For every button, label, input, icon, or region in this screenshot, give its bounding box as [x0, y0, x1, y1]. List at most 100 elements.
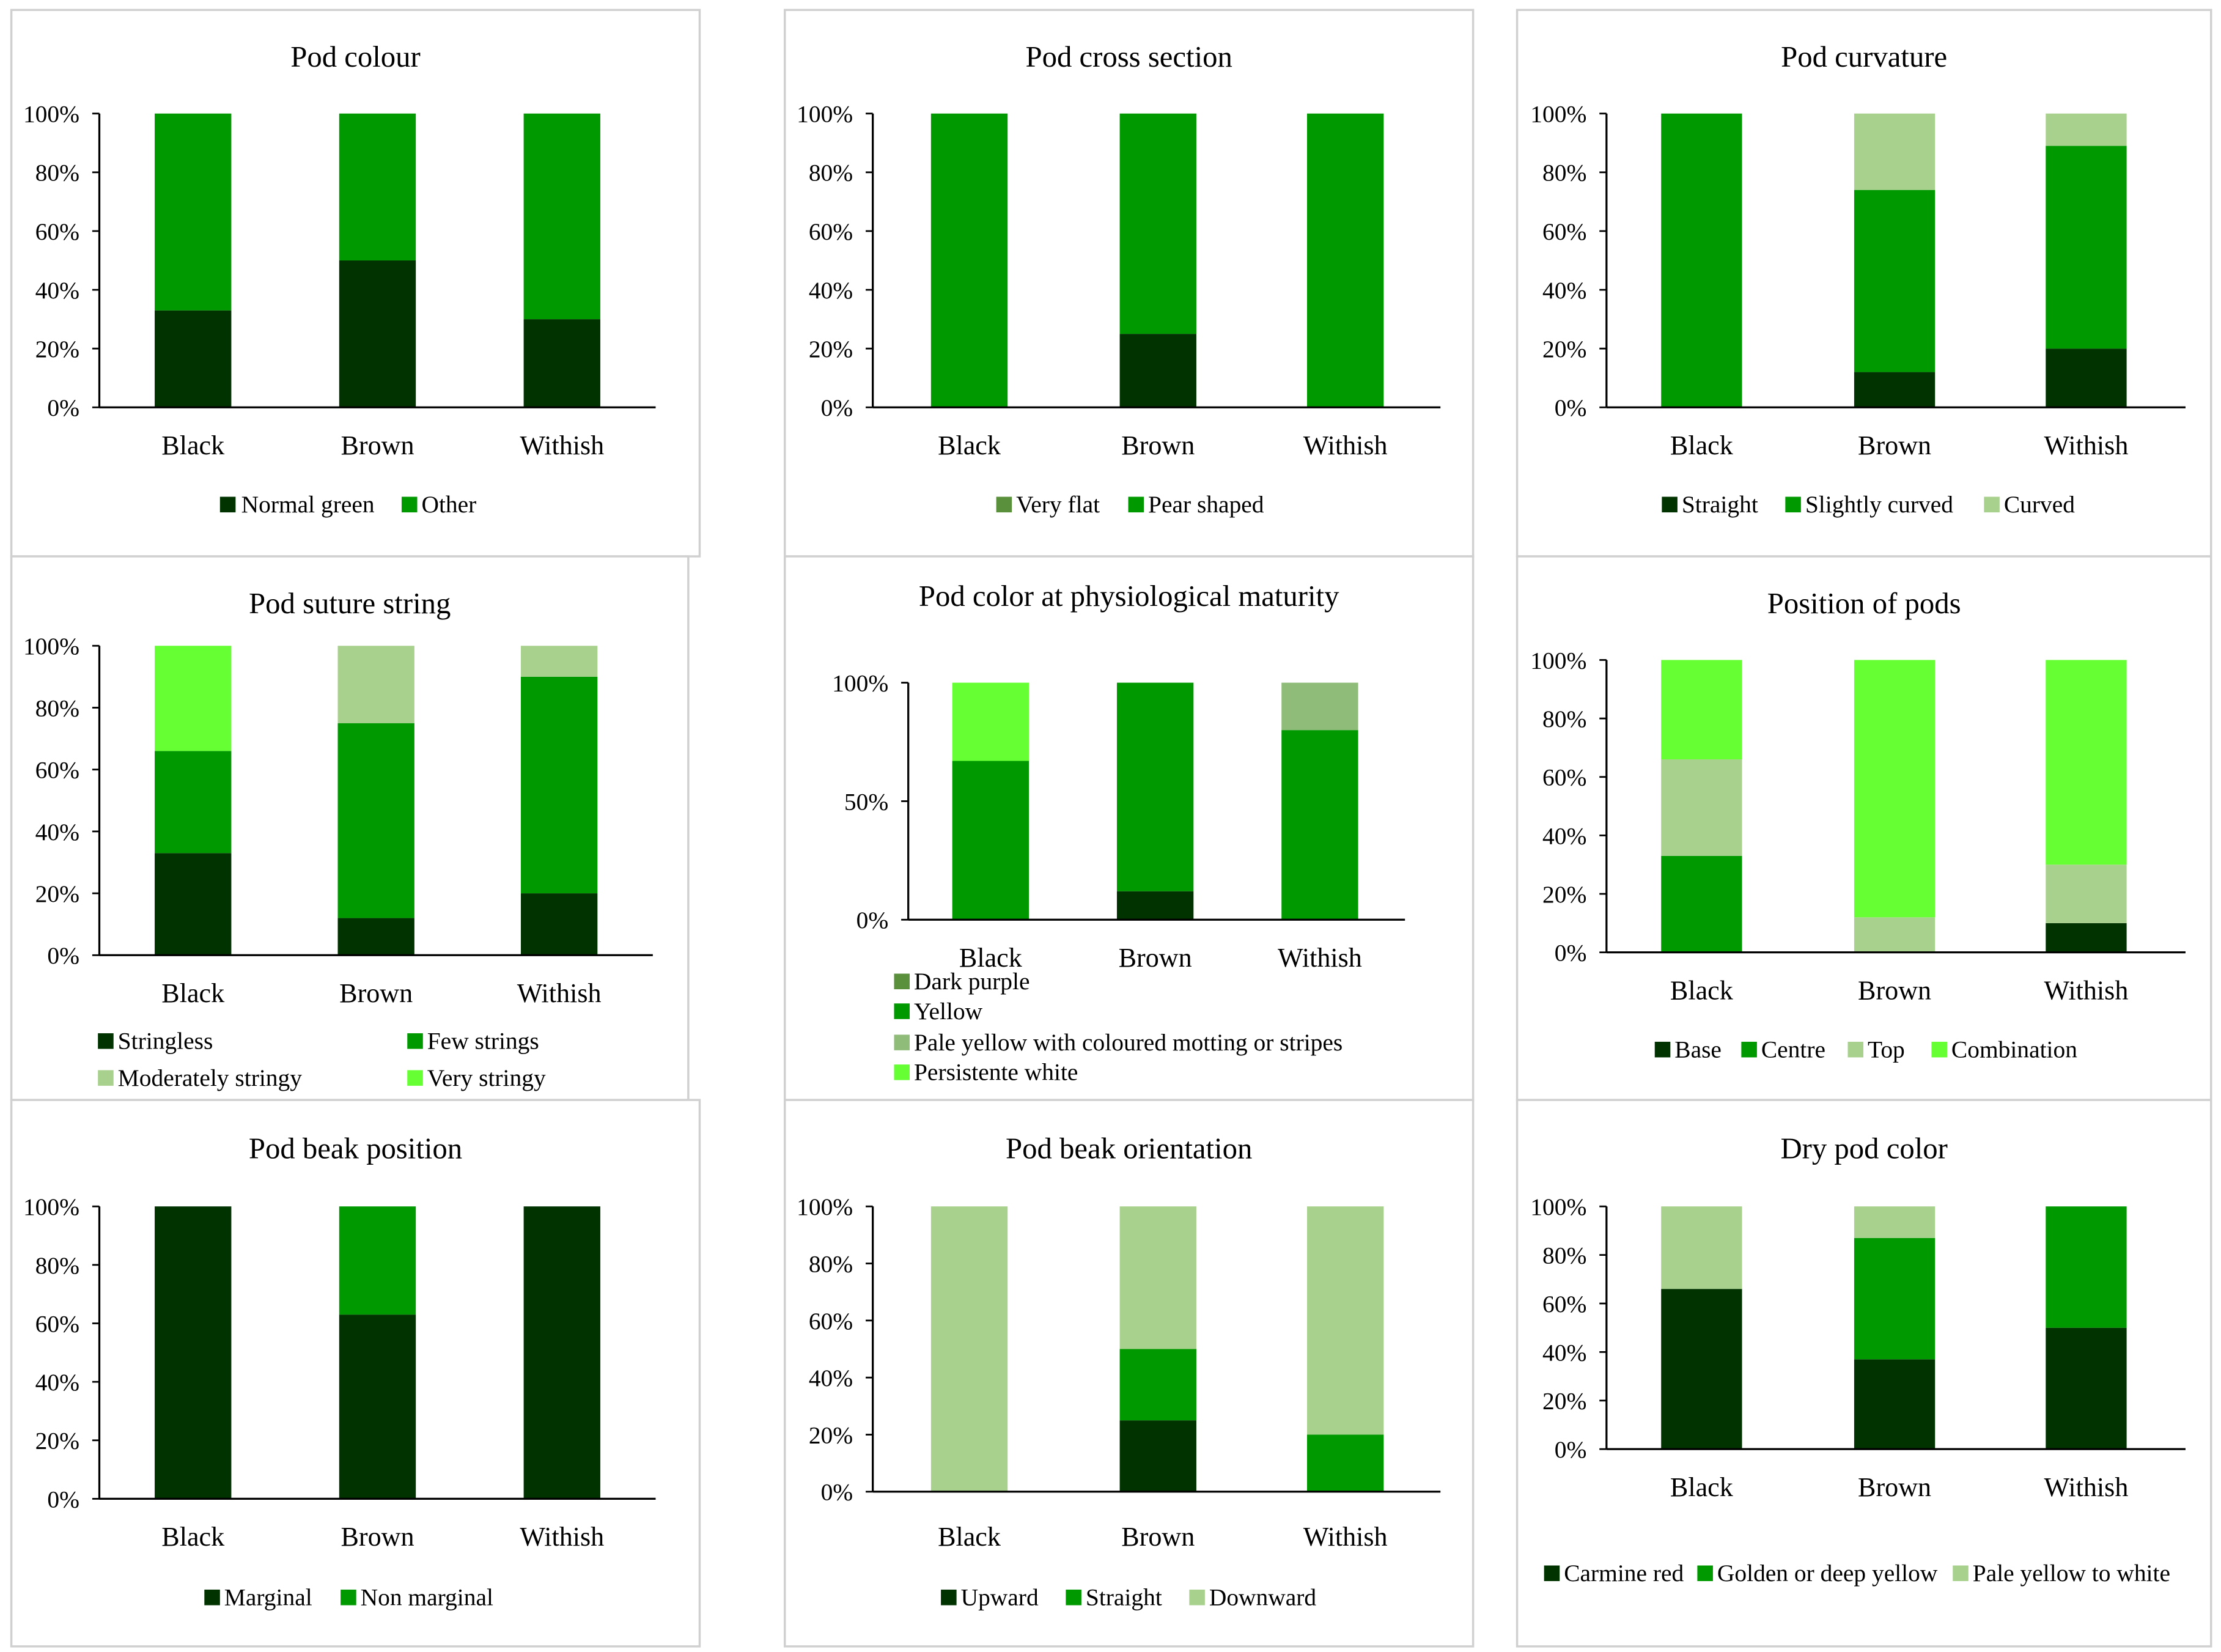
bar-segment-brown-downward — [1119, 1206, 1196, 1349]
bar-segment-black-normal-green — [155, 310, 232, 408]
bar-segment-brown-pear-shaped — [1119, 113, 1196, 334]
bar-segment-withish-combination — [2046, 660, 2127, 865]
y-tick-label: 20% — [35, 1428, 79, 1455]
legend-swatch-marginal — [204, 1589, 220, 1606]
x-tick-label: Black — [161, 1522, 225, 1552]
x-tick-label: Brown — [1858, 975, 1931, 1005]
bar-segment-brown-pale-yellow-to-white — [1854, 1206, 1936, 1238]
chart-pod-cross-section: Pod cross section 0% 20% 40% 60% 80% 100% Black… — [783, 9, 1475, 558]
legend-label-non-marginal: Non marginal — [361, 1584, 493, 1611]
bar-segment-withish-few-strings — [520, 676, 598, 894]
y-tick-label: 40% — [35, 277, 79, 304]
chart-position-of-pods: Position of pods 0% 20% 40% 60% 80% 100% Black B… — [1516, 555, 2212, 1101]
y-tick-label: 20% — [35, 336, 79, 363]
y-tick-label: 60% — [1542, 1291, 1586, 1318]
legend-label-very-flat: Very flat — [1016, 491, 1100, 518]
chart-title: Pod beak orientation — [1006, 1132, 1252, 1165]
y-tick-label: 80% — [1542, 160, 1586, 186]
legend-swatch-straight — [1066, 1589, 1081, 1606]
bar-segment-black-carmine-red — [1661, 1289, 1742, 1450]
y-tick-label: 0% — [821, 1479, 853, 1506]
chart-pod-beak-orientation: Pod beak orientation 0% 20% 40% 60% 80% 100% Bl… — [783, 1099, 1475, 1648]
chart-pod-beak-position: Pod beak position 0% 20% 40% 60% 80% 100% Black… — [10, 1099, 701, 1648]
bar-segment-brown-slightly-curved — [1854, 190, 1936, 372]
legend-label-moderately-stringy: Moderately stringy — [118, 1064, 303, 1091]
y-tick-label: 0% — [1555, 1436, 1587, 1463]
legend-label-straight: Straight — [1086, 1584, 1162, 1611]
legend-label-persistente-white: Persistente white — [914, 1059, 1078, 1086]
x-tick-label: Withish — [517, 978, 602, 1008]
bar-segment-brown-normal-green — [339, 260, 416, 408]
legend-label-normal-green: Normal green — [241, 491, 375, 518]
legend-label-other: Other — [421, 491, 476, 518]
y-tick-label: 0% — [821, 394, 853, 421]
bar-segment-brown-combination — [1854, 660, 1936, 918]
legend-label-marginal: Marginal — [224, 1584, 312, 1611]
bar-segment-black-pear-shaped — [930, 113, 1008, 408]
x-tick-label: Withish — [1303, 430, 1388, 460]
y-tick-label: 100% — [1530, 647, 1586, 674]
bar-segment-black-slightly-curved — [1661, 113, 1742, 408]
legend-swatch-curved — [1984, 496, 2000, 513]
bar-segment-black-stringless — [155, 853, 232, 956]
bar-segment-black-pale-yellow-to-white — [1661, 1206, 1742, 1289]
bar-segment-black-very-stringy — [155, 646, 232, 751]
y-tick-label: 60% — [1542, 764, 1586, 791]
chart-title: Position of pods — [1767, 587, 1961, 620]
y-tick-label: 80% — [809, 1250, 853, 1277]
bar-segment-black-combination — [1661, 660, 1742, 760]
bar-segment-withish-marginal — [523, 1206, 600, 1499]
bar-segment-withish-moderately-stringy — [520, 646, 598, 677]
x-tick-label: Black — [1670, 430, 1734, 460]
chart-pod-color-at-physiological-maturity: Pod color at physiological maturity 0% 50%… — [783, 555, 1475, 1101]
x-tick-label: Withish — [520, 1522, 604, 1552]
x-tick-label: Brown — [1858, 430, 1931, 460]
y-tick-label: 40% — [1542, 1339, 1586, 1366]
bar-segment-black-top — [1661, 759, 1742, 856]
legend-label-very-stringy: Very stringy — [427, 1064, 546, 1091]
bar-segment-brown-very-flat — [1119, 334, 1196, 408]
y-tick-label: 20% — [1542, 881, 1586, 908]
x-tick-label: Black — [1670, 975, 1734, 1005]
bar-segment-brown-other — [339, 113, 416, 260]
legend-swatch-top — [1847, 1041, 1864, 1058]
x-tick-label: Withish — [1303, 1522, 1388, 1552]
legend-label-slightly-curved: Slightly curved — [1805, 491, 1953, 518]
y-tick-label: 20% — [809, 336, 853, 363]
x-tick-label: Black — [938, 1522, 1001, 1552]
x-tick-label: Black — [161, 430, 225, 460]
y-tick-label: 60% — [1542, 218, 1586, 245]
legend: Upward Straight Downward — [941, 1584, 1316, 1611]
y-tick-label: 40% — [809, 277, 853, 304]
y-tick-label: 80% — [1542, 1242, 1586, 1269]
y-tick-label: 100% — [797, 101, 853, 128]
bar-segment-brown-curved — [1854, 113, 1936, 190]
chart-title: Pod cross section — [1025, 40, 1232, 73]
y-tick-label: 40% — [35, 819, 79, 846]
bar-segment-brown-carmine-red — [1854, 1359, 1936, 1450]
legend-label-yellow: Yellow — [914, 998, 983, 1025]
bar-segment-withish-yellow — [1281, 730, 1358, 920]
chart-pod-suture-string: Pod suture string 0% 20% 40% 60% 80% 100% Black… — [10, 555, 690, 1101]
bar-segment-withish-carmine-red — [2046, 1327, 2127, 1450]
y-tick-label: 60% — [809, 218, 853, 245]
y-tick-label: 60% — [35, 1310, 79, 1337]
y-tick-label: 60% — [35, 218, 79, 245]
bar-segment-brown-dark-purple — [1116, 891, 1194, 920]
chart-title: Pod suture string — [249, 587, 451, 620]
x-tick-label: Brown — [339, 978, 413, 1008]
legend: Dark purple Yellow Pale yellow with colour… — [894, 968, 1343, 1086]
y-tick-label: 100% — [23, 101, 79, 128]
bar-segment-withish-top — [2046, 865, 2127, 923]
bar-segment-brown-stringless — [337, 918, 414, 956]
bar-segment-withish-slightly-curved — [2046, 146, 2127, 349]
y-tick-label: 20% — [1542, 1388, 1586, 1415]
y-tick-label: 80% — [35, 1252, 79, 1279]
bar-segment-brown-golden-or-deep-yellow — [1854, 1237, 1936, 1360]
chart-title: Dry pod color — [1780, 1132, 1947, 1165]
x-tick-label: Withish — [520, 430, 604, 460]
x-tick-label: Black — [959, 943, 1023, 973]
x-tick-label: Brown — [341, 430, 414, 460]
bar-segment-withish-downward — [1307, 1206, 1384, 1435]
